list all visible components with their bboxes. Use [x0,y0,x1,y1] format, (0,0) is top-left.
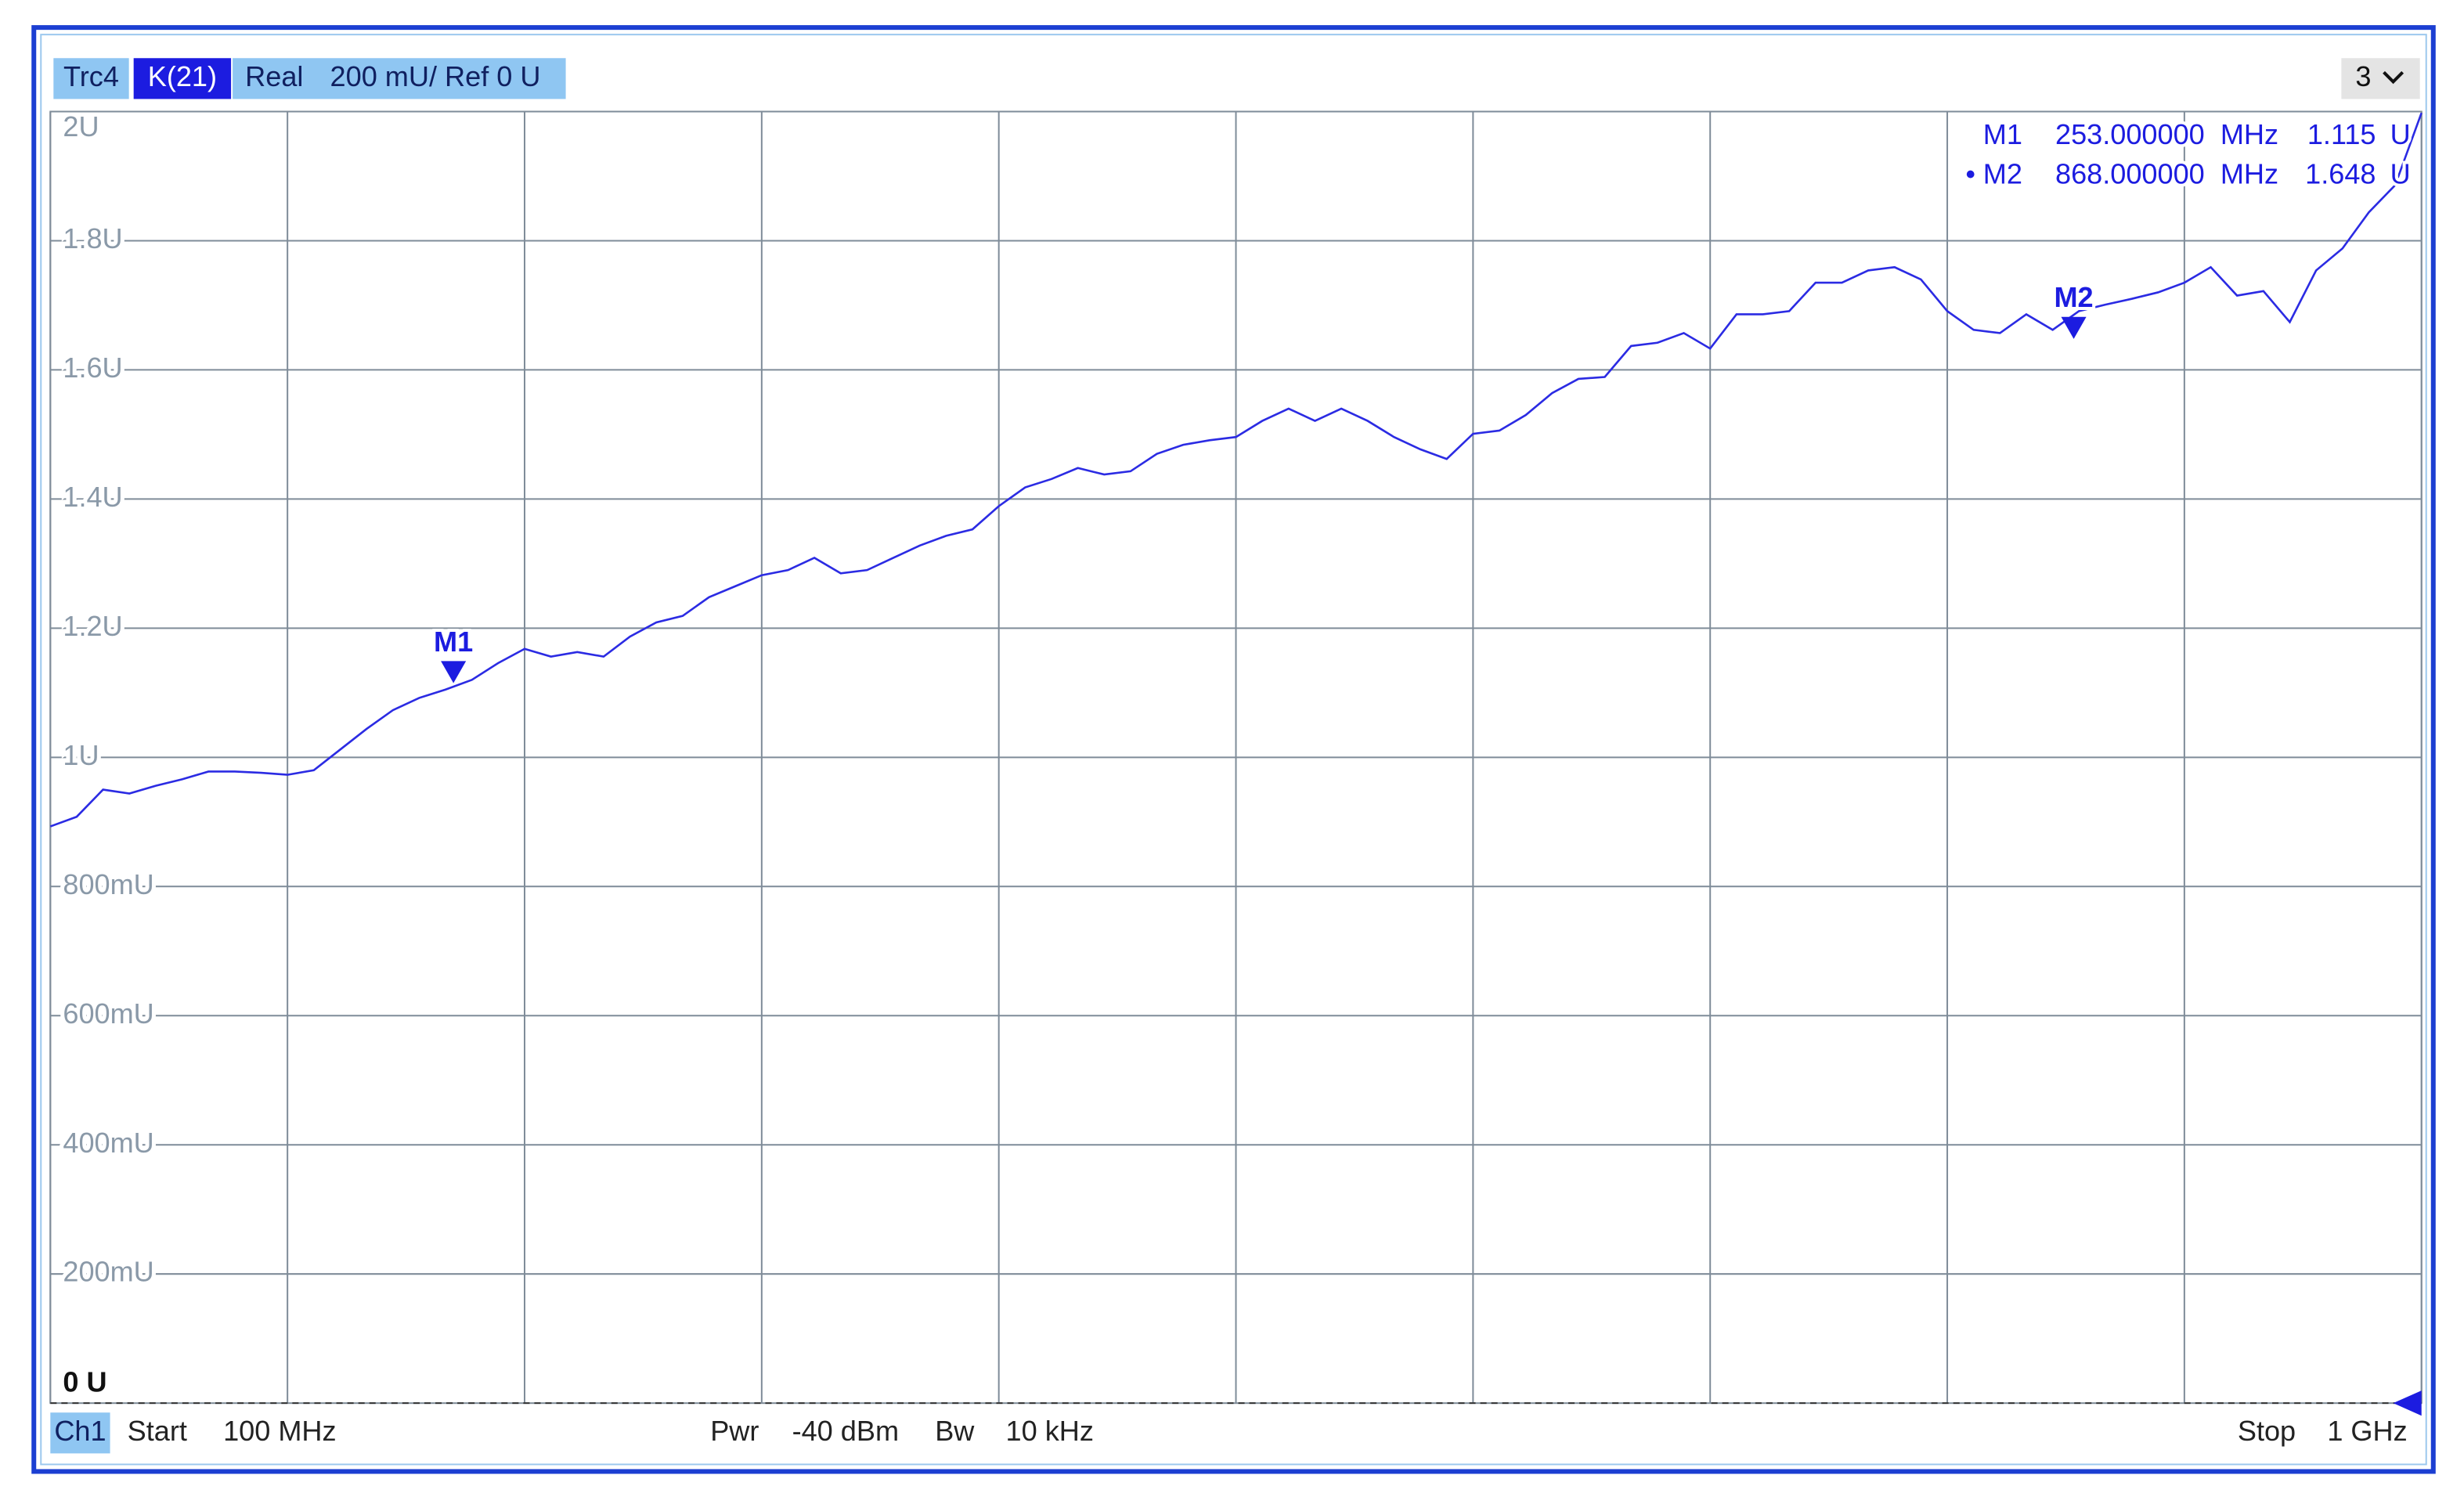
power-label: Pwr [710,1415,759,1447]
channel-tab[interactable] [50,1412,110,1454]
marker-table-x: 868.000000 [2055,157,2205,189]
reference-marker [2393,1390,2422,1416]
marker-active-dot: • [1965,157,1975,189]
start: 100 MHz [223,1415,337,1447]
marker-table-x: 253.000000 [2055,118,2205,150]
stop: 1 GHz [2327,1415,2407,1447]
marker-table-x-unit: MHz [2220,157,2278,189]
marker-table-x-unit: MHz [2220,118,2278,150]
trace [49,112,2423,828]
scale: 200 mU/ Ref 0 U [330,60,541,92]
trace-name: Trc4 [63,60,119,92]
marker-triangle [2061,316,2087,339]
dropdown-arrow [2383,70,2404,85]
marker-table-unit: U [2390,118,2411,150]
y-tick-label: 1.4U [63,481,122,513]
measurement: K(21) [148,60,217,92]
y-tick-label: 600mU [63,997,153,1030]
format: Real [245,60,303,92]
y-tick-label: 200mU [63,1256,153,1288]
marker-table-name: M2 [1983,157,2022,189]
marker-label: M1 [434,626,473,658]
y-tick-label: 1.2U [63,610,122,642]
measurement-tab[interactable] [133,58,232,99]
y-tick-label: 0 U [63,1366,106,1398]
y-tick-label: 1U [63,739,99,771]
channel-select[interactable] [2341,58,2420,99]
power: -40 dBm [792,1415,899,1447]
start-label: Start [128,1415,187,1447]
marker-triangle [441,661,467,683]
bandwidth: 10 kHz [1006,1415,1094,1447]
format-tab[interactable] [233,58,566,99]
marker-table-name: M1 [1983,118,2022,150]
marker-label: M2 [2054,281,2093,313]
inner-frame [40,34,2427,1466]
bandwidth-label: Bw [935,1415,975,1447]
channel: Ch1 [54,1415,106,1447]
plot: 0 U 200mU 400mU 600mU 800mU 1U 1.2U 1.4U 1.6U 1.8… [49,106,2423,1416]
trace-tab[interactable] [53,58,129,99]
y-tick-label: 400mU [63,1127,153,1159]
y-tick-label: 1.6U [63,352,122,384]
marker-table-value: 1.648 [2305,157,2376,189]
y-tick-label: 1.8U [63,222,122,254]
marker-table-unit: U [2390,157,2411,189]
marker-table-value: 1.115 [2307,118,2376,150]
y-tick-label: 2U [63,110,99,142]
channel-select-value: 3 [2355,60,2371,92]
y-tick-label: 800mU [63,868,153,900]
stop-label: Stop [2238,1415,2296,1447]
